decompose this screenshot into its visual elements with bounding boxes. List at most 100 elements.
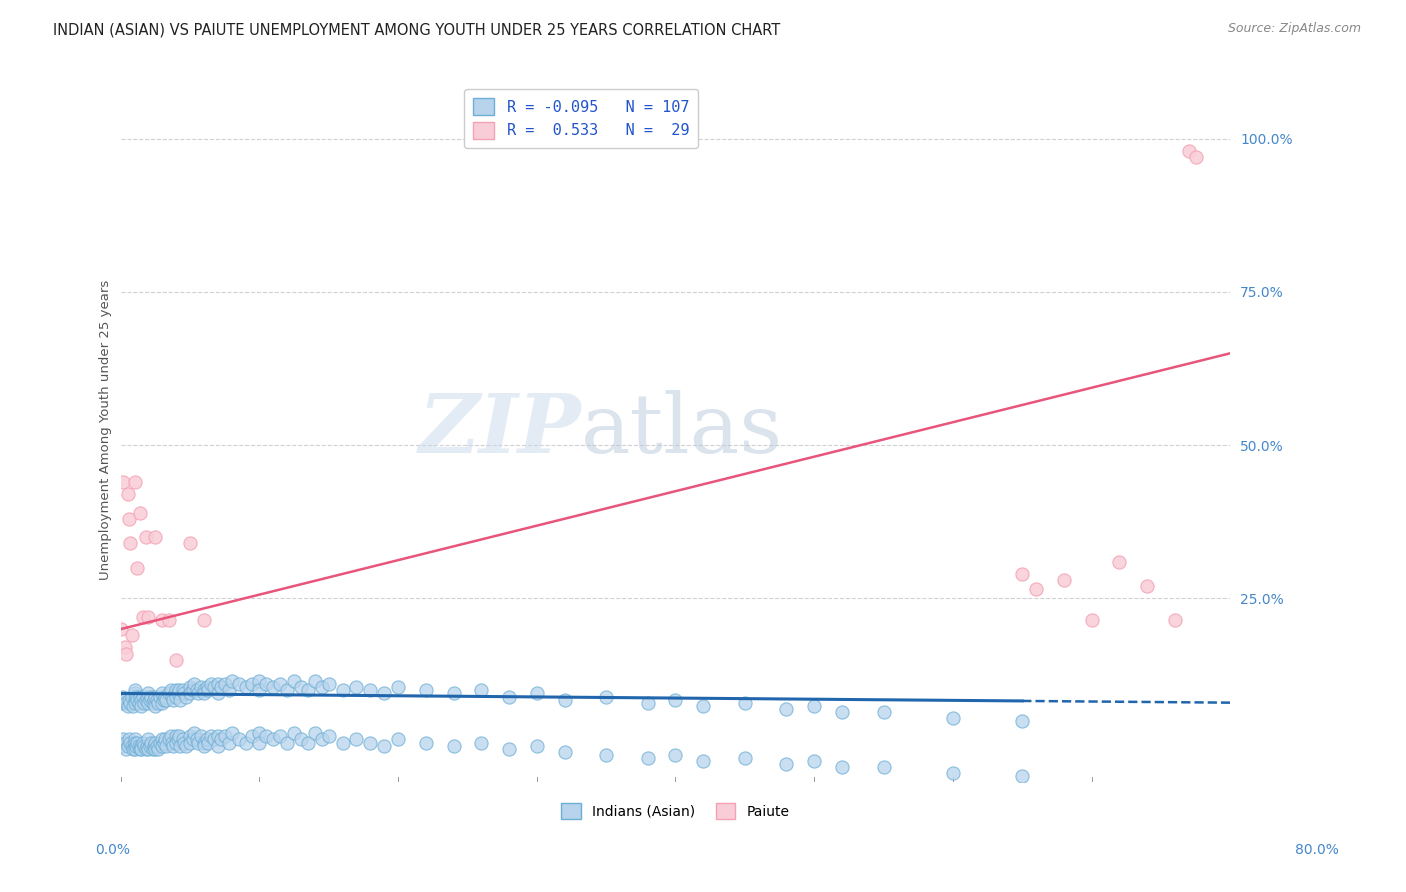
Point	[157, 732, 180, 747]
Point	[498, 741, 520, 756]
Point	[290, 732, 312, 747]
Point	[136, 690, 159, 704]
Point	[179, 681, 201, 695]
Point	[415, 735, 437, 749]
Point	[803, 754, 825, 768]
Point	[172, 683, 194, 698]
Point	[346, 732, 368, 747]
Point	[162, 739, 184, 753]
Point	[637, 696, 659, 710]
Point	[803, 698, 825, 713]
Point	[1136, 579, 1159, 593]
Point	[214, 677, 236, 691]
Point	[118, 692, 141, 706]
Point	[692, 754, 714, 768]
Point	[120, 696, 142, 710]
Point	[942, 711, 965, 725]
Point	[122, 698, 145, 713]
Point	[165, 735, 187, 749]
Point	[112, 690, 135, 704]
Point	[186, 683, 208, 698]
Point	[110, 622, 132, 636]
Point	[145, 735, 167, 749]
Point	[526, 739, 548, 753]
Point	[114, 735, 136, 749]
Point	[145, 698, 167, 713]
Point	[117, 739, 139, 753]
Point	[207, 739, 229, 753]
Point	[150, 696, 173, 710]
Text: 80.0%: 80.0%	[1295, 843, 1339, 857]
Point	[498, 690, 520, 704]
Point	[124, 692, 146, 706]
Point	[1011, 769, 1033, 783]
Point	[134, 739, 156, 753]
Point	[872, 705, 894, 719]
Y-axis label: Unemployment Among Youth under 25 years: Unemployment Among Youth under 25 years	[100, 280, 112, 580]
Point	[181, 683, 204, 698]
Point	[637, 751, 659, 765]
Point	[290, 681, 312, 695]
Point	[162, 692, 184, 706]
Point	[387, 732, 409, 747]
Point	[692, 698, 714, 713]
Point	[179, 730, 201, 744]
Point	[121, 628, 143, 642]
Point	[276, 735, 298, 749]
Point	[165, 730, 187, 744]
Point	[150, 613, 173, 627]
Point	[129, 741, 152, 756]
Text: INDIAN (ASIAN) VS PAIUTE UNEMPLOYMENT AMONG YOUTH UNDER 25 YEARS CORRELATION CHA: INDIAN (ASIAN) VS PAIUTE UNEMPLOYMENT AM…	[53, 22, 780, 37]
Point	[207, 677, 229, 691]
Point	[1053, 573, 1076, 587]
Point	[262, 732, 284, 747]
Point	[1108, 555, 1130, 569]
Point	[131, 739, 153, 753]
Point	[179, 686, 201, 700]
Point	[554, 745, 576, 759]
Point	[148, 690, 170, 704]
Point	[942, 766, 965, 780]
Point	[169, 739, 191, 753]
Point	[132, 610, 155, 624]
Point	[138, 696, 160, 710]
Point	[122, 741, 145, 756]
Point	[359, 735, 381, 749]
Point	[179, 735, 201, 749]
Point	[136, 739, 159, 753]
Point	[242, 677, 264, 691]
Point	[125, 690, 148, 704]
Point	[254, 730, 277, 744]
Point	[247, 683, 270, 698]
Point	[221, 726, 243, 740]
Point	[1011, 566, 1033, 581]
Point	[172, 732, 194, 747]
Point	[187, 735, 209, 749]
Point	[134, 696, 156, 710]
Point	[207, 686, 229, 700]
Point	[734, 751, 756, 765]
Point	[152, 692, 174, 706]
Text: Source: ZipAtlas.com: Source: ZipAtlas.com	[1227, 22, 1361, 36]
Point	[221, 674, 243, 689]
Point	[145, 530, 167, 544]
Point	[160, 690, 183, 704]
Point	[183, 726, 205, 740]
Point	[359, 683, 381, 698]
Point	[127, 735, 149, 749]
Point	[443, 739, 465, 753]
Point	[332, 735, 354, 749]
Point	[209, 732, 232, 747]
Point	[166, 686, 188, 700]
Point	[129, 690, 152, 704]
Point	[183, 677, 205, 691]
Point	[138, 686, 160, 700]
Point	[346, 681, 368, 695]
Point	[297, 735, 319, 749]
Point	[138, 610, 160, 624]
Point	[526, 686, 548, 700]
Point	[373, 739, 395, 753]
Point	[228, 732, 250, 747]
Point	[141, 690, 163, 704]
Point	[150, 739, 173, 753]
